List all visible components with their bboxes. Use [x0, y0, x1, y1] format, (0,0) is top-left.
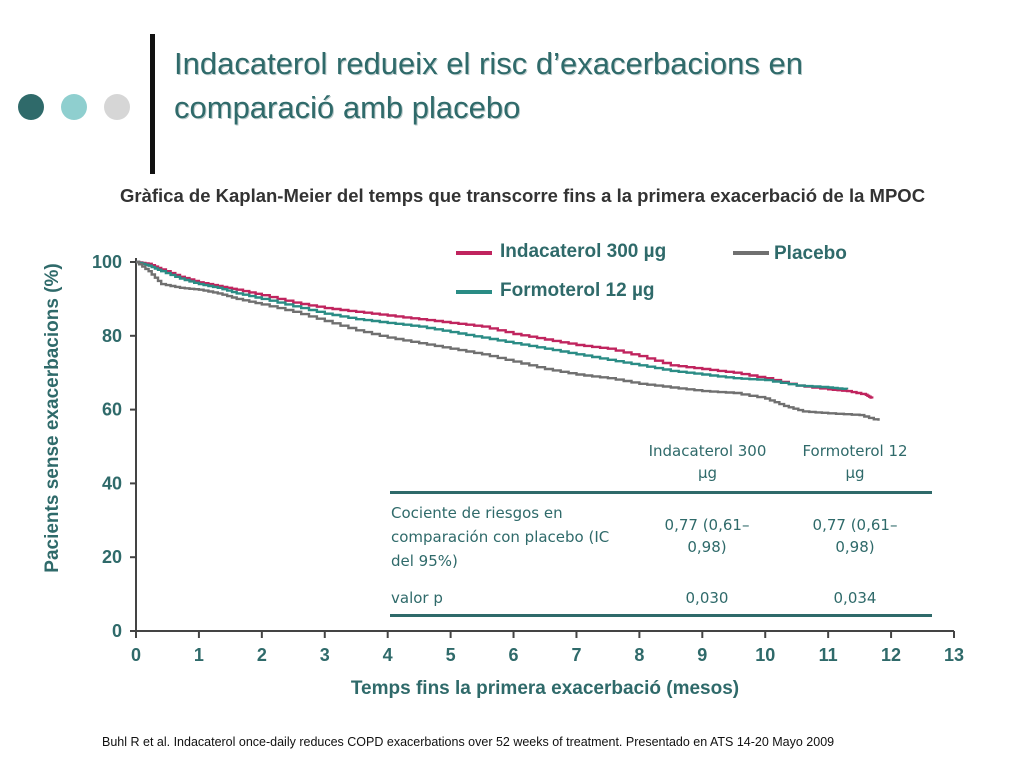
legend-label-placebo: Placebo — [774, 243, 847, 264]
x-tick-label: 8 — [634, 645, 644, 665]
series-line-formoterol — [136, 260, 849, 390]
series-layer — [136, 260, 880, 421]
citation-footnote: Buhl R et al. Indacaterol once-daily red… — [102, 735, 835, 749]
legend-swatch-indacaterol — [456, 251, 492, 255]
x-tick-label: 10 — [755, 645, 775, 665]
decor-dot-dark — [18, 94, 44, 120]
x-tick-label: 6 — [509, 645, 519, 665]
x-tick-label: 9 — [697, 645, 707, 665]
chart-subtitle: Gràfica de Kaplan-Meier del temps que tr… — [120, 185, 926, 206]
table-header-formoterol: Formoterol 12 µg — [802, 442, 908, 482]
table-row-hr-formoterol: 0,77 (0,61–0,98) — [812, 516, 898, 556]
table-rule-bottom — [390, 614, 932, 617]
table-rule-top — [390, 491, 932, 494]
table-row-p-label: valor p — [391, 589, 443, 607]
y-tick-label: 20 — [102, 547, 122, 567]
x-tick-label: 5 — [446, 645, 456, 665]
table-row-hr-label: Cociente de riesgos en comparación con p… — [391, 504, 610, 570]
table-row-p-indacaterol: 0,030 — [685, 589, 729, 607]
x-axis-label: Temps fins la primera exacerbació (mesos… — [350, 678, 740, 699]
slide-title-line1: Indacaterol redueix el risc d’exacerbaci… — [174, 46, 803, 81]
y-tick-label: 60 — [102, 400, 122, 420]
x-tick-label: 1 — [194, 645, 204, 665]
table-header-indacaterol: Indacaterol 300 µg — [648, 442, 767, 482]
y-tick-label: 80 — [102, 326, 122, 346]
x-tick-label: 11 — [819, 645, 838, 665]
slide-title: Indacaterol redueix el risc d’exacerbaci… — [174, 42, 994, 130]
legend-label-formoterol: Formoterol 12 µg — [500, 280, 655, 301]
series-line-placebo — [136, 260, 880, 421]
legend-label-indacaterol: Indacaterol 300 µg — [500, 241, 667, 262]
x-tick-label: 12 — [881, 645, 901, 665]
y-tick-label: 100 — [92, 252, 122, 272]
decor-dot-mid — [61, 94, 87, 120]
x-tick-label: 4 — [383, 645, 393, 665]
x-tick-label: 3 — [320, 645, 330, 665]
series-line-indacaterol — [136, 260, 874, 399]
x-tick-label: 2 — [257, 645, 267, 665]
table-row-p-formoterol: 0,034 — [833, 589, 877, 607]
x-tick-label: 7 — [571, 645, 581, 665]
legend-swatch-formoterol — [456, 290, 492, 294]
table-row-hr-indacaterol: 0,77 (0,61–0,98) — [664, 516, 750, 556]
y-tick-label: 0 — [112, 621, 122, 641]
slide-title-line2: comparació amb placebo — [174, 90, 521, 125]
y-tick-label: 40 — [102, 473, 122, 493]
title-divider-bar — [150, 34, 155, 174]
x-tick-label: 13 — [944, 645, 964, 665]
x-tick-label: 0 — [131, 645, 141, 665]
decor-dot-light — [104, 94, 130, 120]
legend-swatch-placebo — [733, 251, 769, 255]
